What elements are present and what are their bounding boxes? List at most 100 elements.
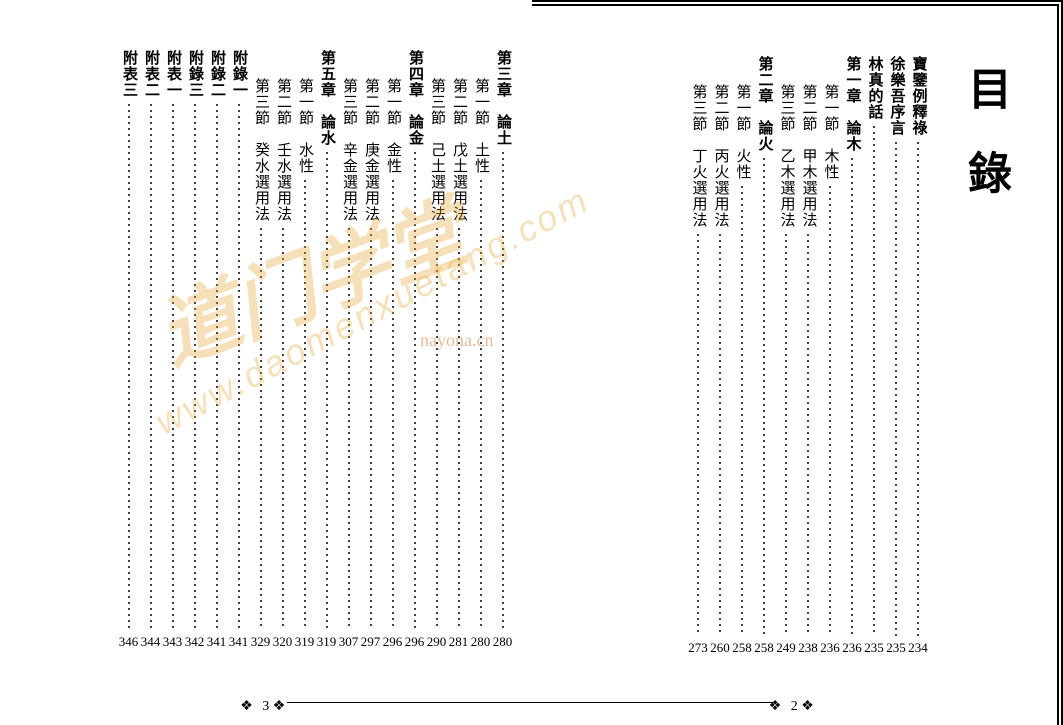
toc-entry-label: 附表一 [165, 50, 180, 98]
toc-entry-page: 307 [339, 634, 359, 650]
toc-entry: 第三節 癸水選用法329 [252, 50, 270, 650]
toc-leader-dots [763, 156, 765, 636]
toc-entry-label: 第一節 木性 [823, 84, 838, 180]
toc-entry-label: 第三節 乙木選用法 [779, 84, 794, 228]
toc-entry: 第二節 戊土選用法281 [450, 50, 468, 650]
toc-entry-label: 附錄三 [187, 50, 202, 98]
toc-entry: 第三節 乙木選用法 249 [777, 56, 795, 656]
toc-entry-label: 第三節 己土選用法 [429, 78, 444, 222]
toc-entry-label: 林真的話 [867, 56, 882, 120]
toc-entry-label: 附錄一 [231, 50, 246, 98]
toc-entry-label: 第四章 論金 [407, 50, 422, 146]
toc-entry-label: 第一節 土性 [473, 78, 488, 174]
ornament-icon: ❖ [273, 699, 292, 714]
ornament-icon: ❖ [801, 699, 820, 714]
toc-entry-label: 徐樂吾序言 [889, 56, 904, 136]
toc-entry-page: 238 [798, 640, 818, 656]
toc-leader-dots [370, 226, 372, 630]
toc-entry-page: 249 [776, 640, 796, 656]
toc-entry: 附表一 343 [164, 50, 182, 650]
toc-entry-page: 258 [732, 640, 752, 656]
toc-entry: 第四章 論金 296 [406, 50, 424, 650]
toc-entry-label: 第二章 論火 [757, 56, 772, 152]
toc-leader-dots [348, 226, 350, 630]
toc-entry-label: 第三節 辛金選用法 [341, 78, 356, 222]
toc-leader-dots [807, 232, 809, 636]
toc-entry: 第二章 論火 258 [755, 56, 773, 656]
toc-leader-dots [502, 150, 504, 630]
toc-entry: 第一節 木性236 [821, 56, 839, 656]
toc-entry-page: 296 [383, 634, 403, 650]
toc-leader-dots [458, 226, 460, 630]
toc-entry: 第二節 壬水選用法 320 [274, 50, 292, 650]
toc-leader-dots [719, 232, 721, 636]
toc-entry: 第一節 土性 280 [472, 50, 490, 650]
toc-leader-dots [172, 102, 174, 630]
toc-leader-dots [436, 226, 438, 630]
toc-entry: 第三節 辛金選用法 307 [340, 50, 358, 650]
toc-entry: 附錄三 342 [186, 50, 204, 650]
toc-entry-page: 341 [229, 634, 249, 650]
toc-leader-dots [873, 124, 875, 636]
toc-entry-label: 第二節 壬水選用法 [275, 78, 290, 222]
toc-entry: 第二節 丙火選用法260 [711, 56, 729, 656]
toc-list-left: 第三章 論土280第一節 土性280第二節 戊土選用法281第三節 己土選用法2… [20, 30, 512, 650]
toc-entry-page: 235 [886, 640, 906, 656]
toc-entry-page: 235 [864, 640, 884, 656]
toc-leader-dots [480, 178, 482, 630]
toc-entry-page: 290 [427, 634, 447, 650]
toc-entry-label: 第二節 戊土選用法 [451, 78, 466, 222]
toc-entry-label: 第三節 丁火選用法 [691, 84, 706, 228]
toc-leader-dots [917, 140, 919, 636]
toc-entry-label: 附錄二 [209, 50, 224, 98]
toc-entry-page: 296 [405, 634, 425, 650]
page-3: 第三章 論土280第一節 土性280第二節 戊土選用法281第三節 己土選用法2… [0, 0, 532, 725]
toc-entry: 第三章 論土280 [494, 50, 512, 650]
toc-entry-page: 320 [273, 634, 293, 650]
page-spread: 目錄 寶鑒例釋祿234徐樂吾序言235林真的話235第一章 論木236第一節 木… [0, 0, 1063, 725]
toc-leader-dots [392, 178, 394, 630]
toc-entry-page: 319 [317, 634, 337, 650]
toc-leader-dots [282, 226, 284, 630]
toc-entry: 第一節 火性258 [733, 56, 751, 656]
toc-leader-dots [851, 156, 853, 636]
toc-title: 目錄 [953, 66, 1017, 234]
ornament-icon: ❖ [769, 699, 788, 714]
toc-entry: 附表三346 [120, 50, 138, 650]
toc-entry-page: 342 [185, 634, 205, 650]
toc-entry: 附錄一 341 [230, 50, 248, 650]
toc-entry-label: 第二節 甲木選用法 [801, 84, 816, 228]
toc-entry-page: 280 [471, 634, 491, 650]
toc-leader-dots [829, 184, 831, 636]
toc-entry-label: 第五章 論水 [319, 50, 334, 146]
toc-entry-page: 234 [908, 640, 928, 656]
toc-entry-label: 第二節 庚金選用法 [363, 78, 378, 222]
toc-leader-dots [216, 102, 218, 630]
page-number: 3 [262, 699, 269, 714]
toc-entry: 第一章 論木236 [843, 56, 861, 656]
toc-entry-label: 第一節 水性 [297, 78, 312, 174]
ornament-icon: ❖ [240, 699, 259, 714]
page-footer-left: ❖ 3 ❖ [0, 698, 532, 715]
page-2: 目錄 寶鑒例釋祿234徐樂吾序言235林真的話235第一章 論木236第一節 木… [532, 0, 1063, 725]
toc-entry: 第五章 論水 319 [318, 50, 336, 650]
page-footer-right: ❖ 2 ❖ [532, 698, 1058, 715]
toc-leader-dots [785, 232, 787, 636]
toc-leader-dots [238, 102, 240, 630]
toc-entry: 第三節 己土選用法 290 [428, 50, 446, 650]
toc-leader-dots [741, 184, 743, 636]
toc-entry-page: 236 [842, 640, 862, 656]
toc-leader-dots [326, 150, 328, 630]
toc-entry-label: 第二節 丙火選用法 [713, 84, 728, 228]
toc-entry-page: 258 [754, 640, 774, 656]
toc-entry-label: 附表二 [143, 50, 158, 98]
toc-entry-page: 280 [493, 634, 513, 650]
toc-entry-page: 297 [361, 634, 381, 650]
toc-leader-dots [697, 232, 699, 636]
toc-entry: 第三節 丁火選用法273 [689, 56, 707, 656]
toc-entry: 附錄二 341 [208, 50, 226, 650]
toc-entry-page: 329 [251, 634, 271, 650]
toc-entry-page: 341 [207, 634, 227, 650]
toc-entry-page: 343 [163, 634, 183, 650]
toc-leader-dots [895, 140, 897, 636]
